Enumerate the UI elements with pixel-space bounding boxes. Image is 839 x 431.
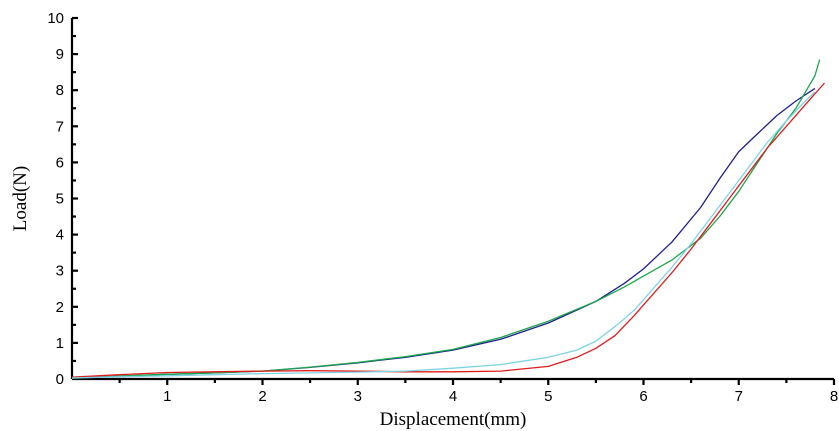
axes	[70, 18, 834, 381]
x-tick-label: 5	[544, 388, 552, 405]
x-tick-label: 2	[258, 388, 266, 405]
y-tick-label: 1	[56, 335, 64, 352]
tick-labels: 1 2 3 4 5 6 7 8 0 1 2 3 4 5 6 7 8 9 10	[47, 10, 838, 405]
x-tick-label: 1	[163, 388, 171, 405]
y-tick-label: 3	[56, 263, 64, 280]
x-tick-label: 6	[639, 388, 647, 405]
series-line-2	[71, 59, 821, 379]
y-tick-label: 9	[56, 46, 64, 63]
y-axis-title: Load(N)	[10, 166, 31, 231]
y-tick-label: 2	[56, 299, 64, 316]
y-tick-label: 5	[56, 191, 64, 208]
y-tick-label: 7	[56, 118, 64, 135]
x-tick-label: 8	[830, 388, 838, 405]
x-tick-label: 4	[449, 388, 457, 405]
series-line-3	[71, 82, 825, 378]
series-line-4	[71, 91, 816, 379]
x-tick-label: 3	[354, 388, 362, 405]
y-tick-label: 8	[56, 82, 64, 99]
x-axis-title: Displacement(mm)	[380, 409, 527, 430]
x-tick-label: 7	[735, 388, 743, 405]
y-tick-label: 6	[56, 154, 64, 171]
series-layer	[71, 59, 825, 379]
axis-ticks	[72, 16, 836, 385]
y-tick-label: 0	[56, 371, 64, 388]
y-tick-label: 4	[56, 227, 64, 244]
y-tick-label: 10	[47, 10, 64, 27]
